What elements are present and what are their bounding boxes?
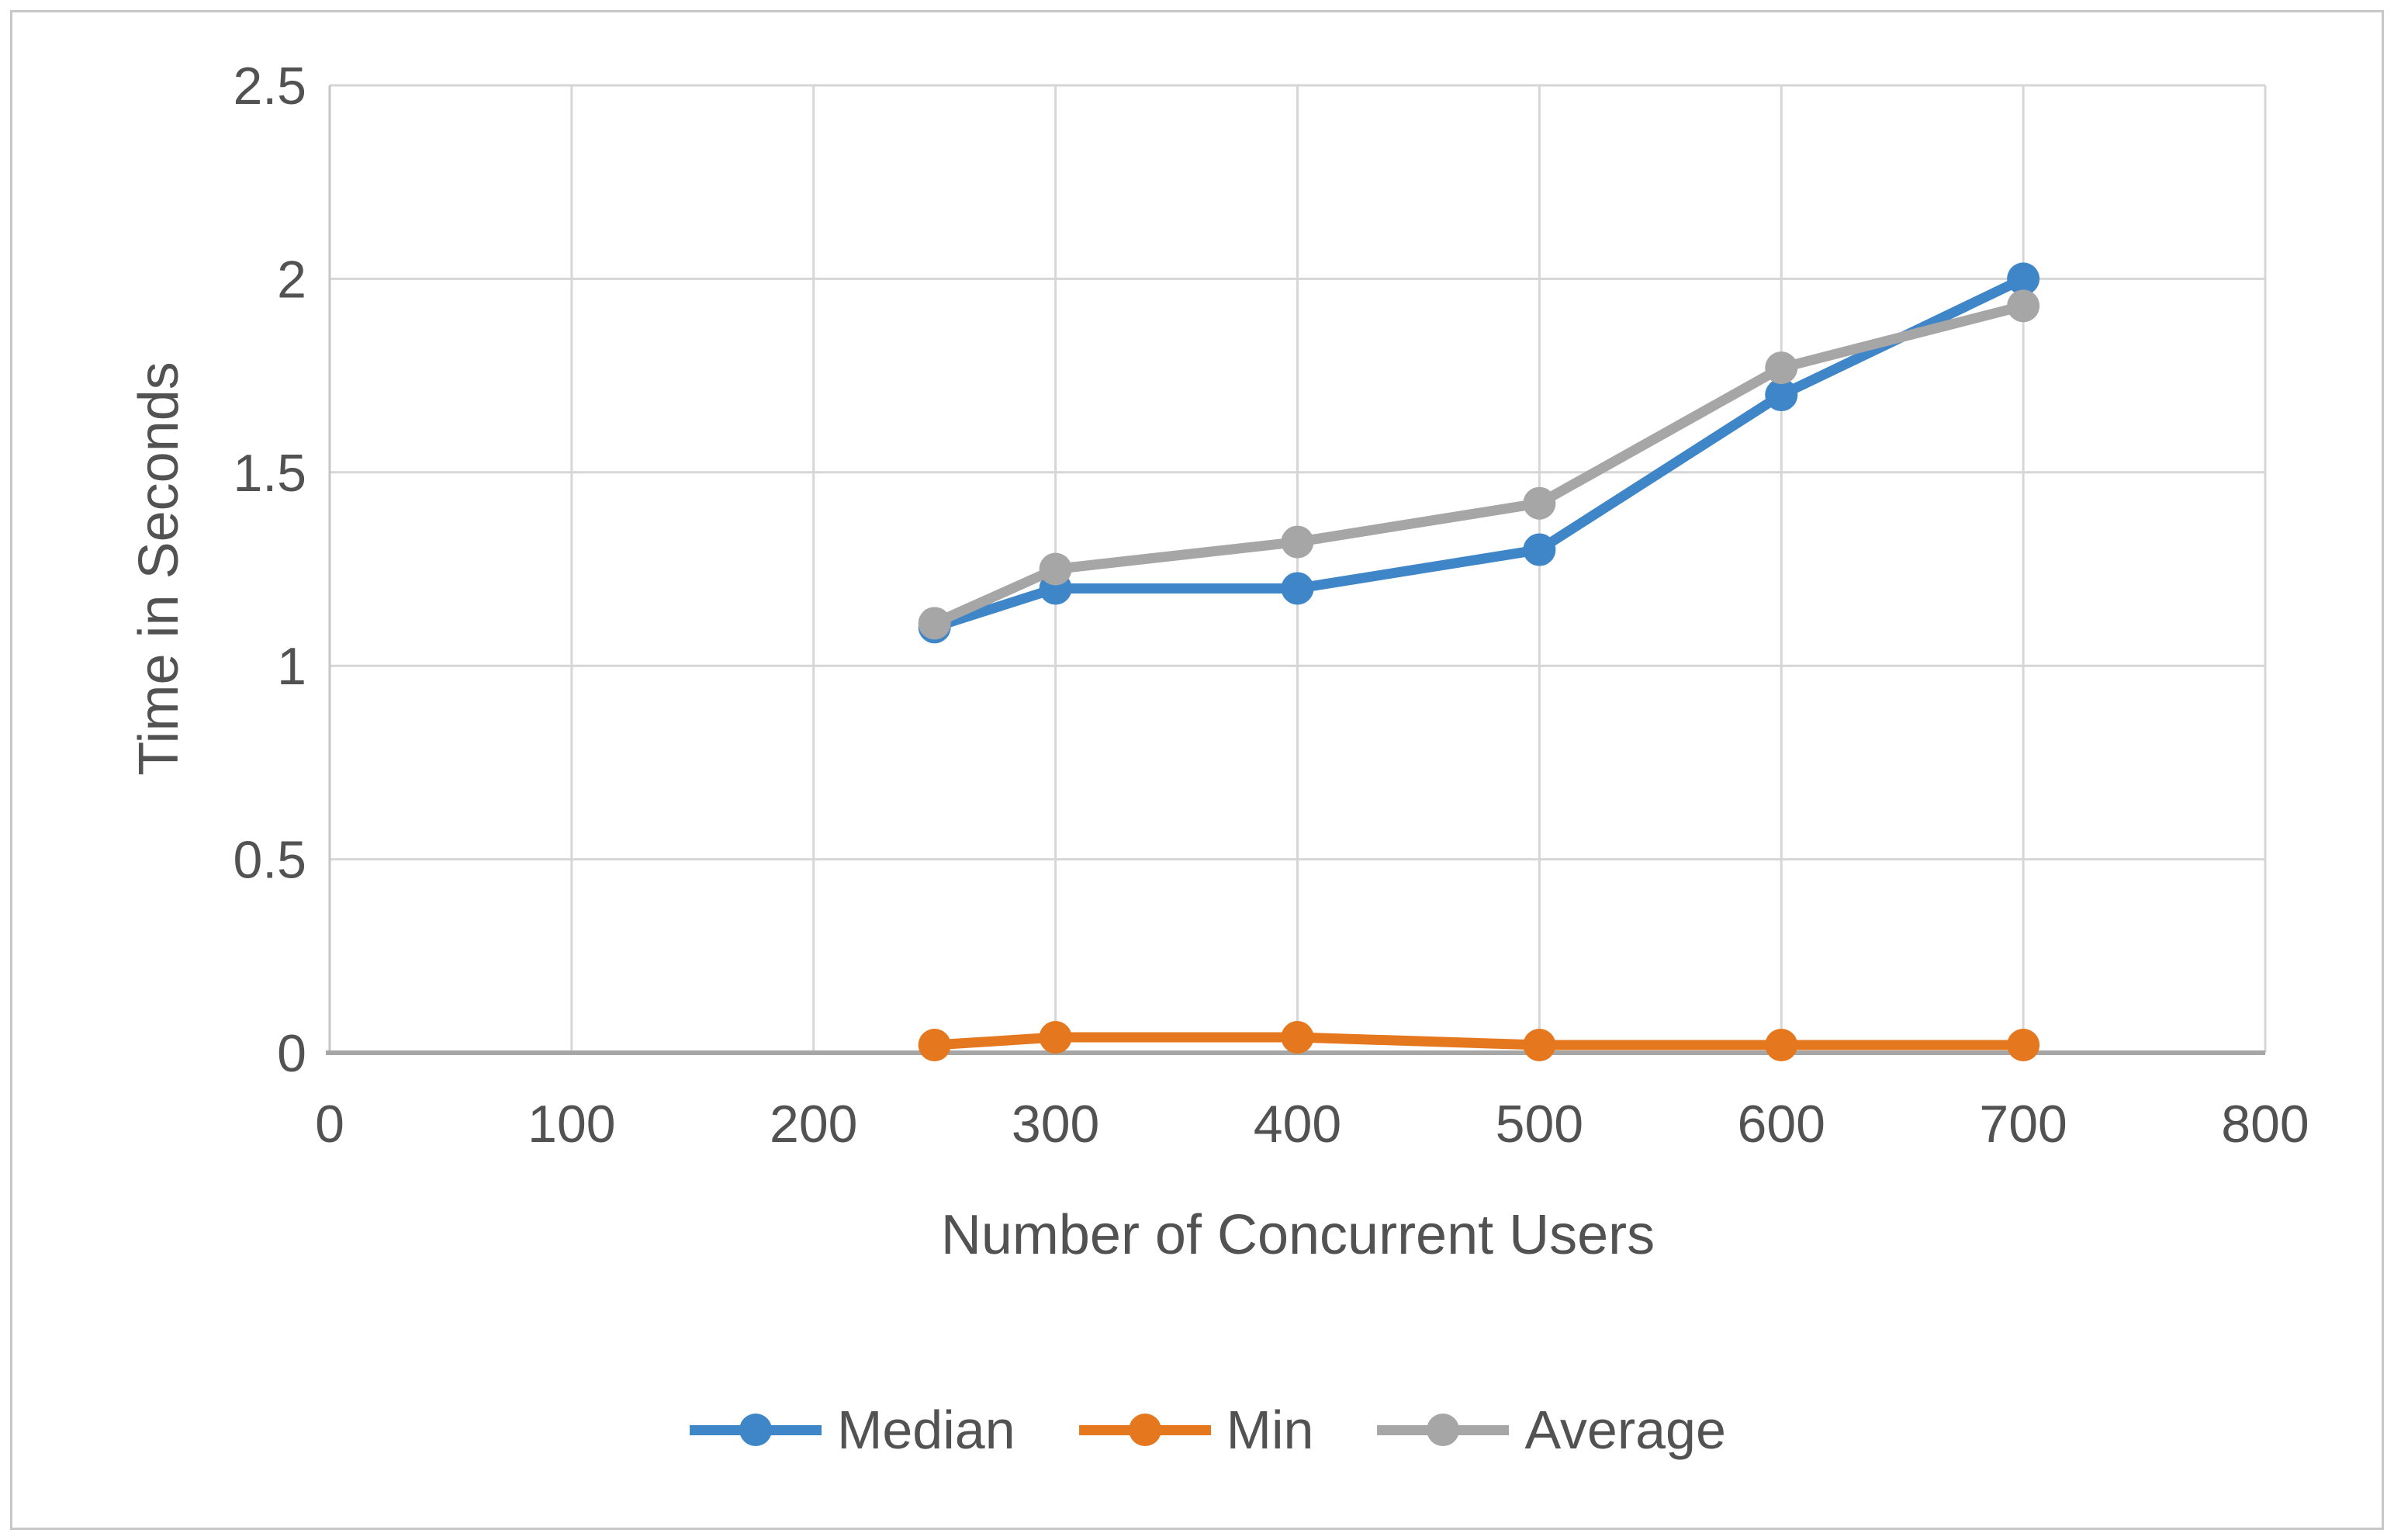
- x-tick-label: 300: [1012, 1095, 1099, 1154]
- marker-min-500: [1523, 1029, 1556, 1062]
- marker-min-250: [918, 1029, 951, 1062]
- series-line-average: [929, 300, 2029, 628]
- y-axis-title: Time in Seconds: [128, 362, 190, 776]
- legend-item-min: Min: [1078, 1399, 1314, 1461]
- legend-label: Median: [837, 1400, 1015, 1460]
- marker-min-700: [2007, 1029, 2040, 1062]
- legend-label: Min: [1226, 1400, 1314, 1460]
- series-min: [918, 1021, 2040, 1062]
- series-average: [918, 289, 2040, 640]
- legend-dot-icon: [1427, 1413, 1460, 1446]
- legend-line-marker-icon: [1377, 1413, 1510, 1446]
- marker-average-250: [918, 607, 951, 640]
- series-median: [918, 262, 2040, 644]
- legend-line-marker-icon: [1078, 1413, 1211, 1446]
- marker-median-400: [1281, 572, 1314, 605]
- series-line-min: [929, 1032, 2029, 1050]
- marker-average-300: [1039, 552, 1072, 586]
- marker-min-300: [1039, 1021, 1072, 1054]
- legend-line-marker-icon: [690, 1413, 822, 1446]
- marker-average-600: [1765, 351, 1798, 385]
- x-tick-label: 500: [1496, 1095, 1583, 1154]
- legend-label: Average: [1524, 1400, 1726, 1460]
- x-tick-label: 800: [2221, 1095, 2309, 1154]
- legend-item-average: Average: [1377, 1399, 1726, 1461]
- x-axis-tick-labels: 0 100 200 300 400 500 600 700 800: [315, 1095, 2309, 1154]
- gridlines: [328, 84, 2267, 1053]
- x-tick-label: 400: [1254, 1095, 1341, 1154]
- y-tick-label: 1.5: [233, 444, 306, 503]
- x-tick-label: 600: [1738, 1095, 1825, 1154]
- marker-median-500: [1523, 533, 1556, 566]
- y-tick-label: 2: [277, 250, 306, 309]
- y-tick-label: 1: [277, 637, 306, 696]
- marker-average-700: [2007, 289, 2040, 323]
- marker-median-600: [1765, 379, 1798, 412]
- y-tick-label: 0.5: [233, 831, 306, 890]
- x-tick-label: 100: [528, 1095, 615, 1154]
- y-tick-label: 2.5: [233, 57, 306, 116]
- marker-average-500: [1523, 486, 1556, 520]
- x-axis-title: Number of Concurrent Users: [940, 1204, 1655, 1266]
- chart-legend: Median Min Average: [690, 1399, 1726, 1461]
- y-tick-label: 0: [277, 1024, 306, 1083]
- x-tick-label: 200: [770, 1095, 857, 1154]
- marker-min-400: [1281, 1021, 1314, 1054]
- series-line-median: [929, 273, 2029, 632]
- y-axis-tick-labels: 0 0.5 1 1.5 2 2.5: [233, 57, 306, 1083]
- x-tick-label: 700: [1979, 1095, 2067, 1154]
- marker-average-400: [1281, 525, 1314, 559]
- marker-min-600: [1765, 1029, 1798, 1062]
- x-tick-label: 0: [315, 1095, 344, 1154]
- marker-median-700: [2007, 262, 2040, 296]
- legend-item-median: Median: [690, 1399, 1015, 1461]
- legend-dot-icon: [739, 1413, 773, 1446]
- legend-dot-icon: [1128, 1413, 1161, 1446]
